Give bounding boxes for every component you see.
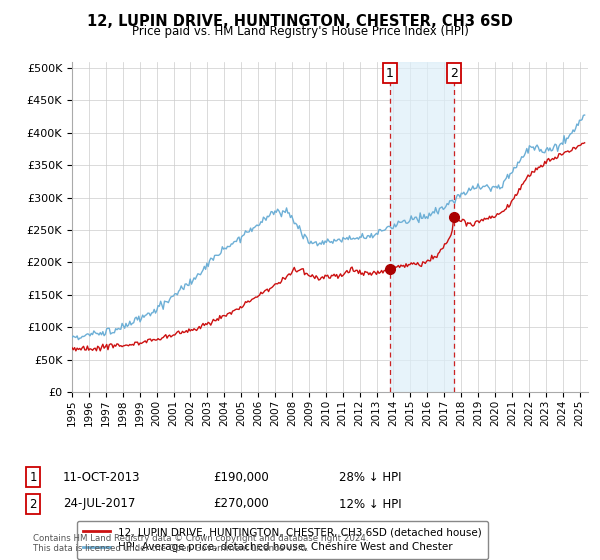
Text: £270,000: £270,000 [213, 497, 269, 511]
Text: 2: 2 [29, 497, 37, 511]
Text: Contains HM Land Registry data © Crown copyright and database right 2024.
This d: Contains HM Land Registry data © Crown c… [33, 534, 368, 553]
Text: 12% ↓ HPI: 12% ↓ HPI [339, 497, 401, 511]
Legend: 12, LUPIN DRIVE, HUNTINGTON, CHESTER, CH3 6SD (detached house), HPI: Average pri: 12, LUPIN DRIVE, HUNTINGTON, CHESTER, CH… [77, 521, 488, 558]
Bar [390, 62, 454, 392]
Text: Price paid vs. HM Land Registry's House Price Index (HPI): Price paid vs. HM Land Registry's House … [131, 25, 469, 38]
Text: 24-JUL-2017: 24-JUL-2017 [63, 497, 136, 511]
Text: 12, LUPIN DRIVE, HUNTINGTON, CHESTER, CH3 6SD: 12, LUPIN DRIVE, HUNTINGTON, CHESTER, CH… [87, 14, 513, 29]
Text: 2: 2 [450, 67, 458, 80]
Text: 1: 1 [29, 470, 37, 484]
Text: £190,000: £190,000 [213, 470, 269, 484]
Text: 11-OCT-2013: 11-OCT-2013 [63, 470, 140, 484]
Text: 28% ↓ HPI: 28% ↓ HPI [339, 470, 401, 484]
Text: 1: 1 [386, 67, 394, 80]
